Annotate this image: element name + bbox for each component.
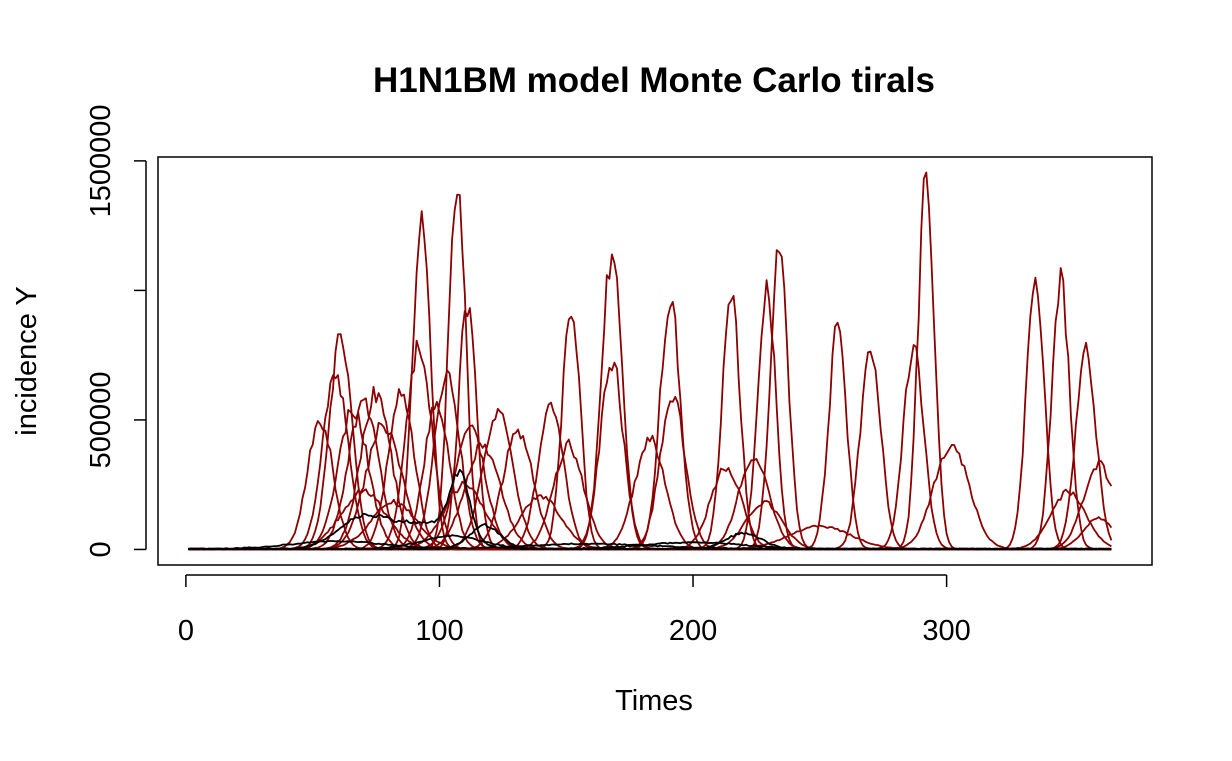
- baseline-series-line: [188, 468, 1112, 551]
- trial-series-line: [188, 400, 1112, 551]
- trial-series-line: [188, 253, 1112, 551]
- x-tick-label: 0: [178, 615, 194, 647]
- y-tick-label: 1500000: [85, 104, 117, 217]
- x-tick-label: 200: [669, 615, 717, 647]
- x-axis: 0 100 200 300: [178, 574, 971, 647]
- baseline-series-line: [188, 540, 1112, 551]
- trial-series-line: [188, 279, 1112, 551]
- x-tick-label: 300: [922, 615, 970, 647]
- x-tick-label: 100: [415, 615, 463, 647]
- trial-series-line: [188, 397, 1112, 551]
- y-axis: 0 500000 1500000: [85, 104, 147, 558]
- trial-series-line: [188, 408, 1112, 551]
- trial-series-line: [188, 300, 1112, 551]
- chart-title: H1N1BM model Monte Carlo tirals: [373, 61, 935, 100]
- trial-series-line: [188, 193, 1112, 551]
- y-tick-label: 500000: [85, 372, 117, 469]
- plot-frame: [157, 156, 1153, 566]
- x-axis-label: Times: [615, 685, 693, 717]
- trial-series-line: [188, 171, 1112, 551]
- y-axis-label: incidence Y: [11, 286, 43, 435]
- y-tick-label: 0: [85, 541, 117, 557]
- trial-series-line: [188, 369, 1113, 551]
- series-layer: [188, 171, 1113, 551]
- trial-series-line: [188, 407, 1112, 551]
- trial-series-line: [188, 249, 1113, 551]
